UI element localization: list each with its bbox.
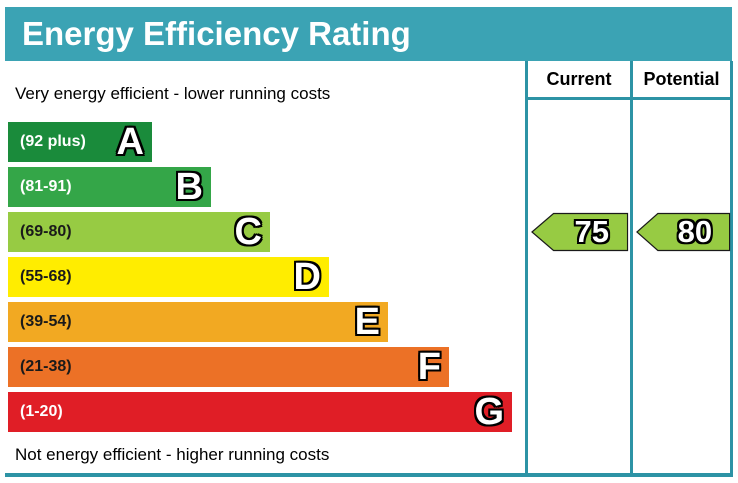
band-c-letter: C [234, 211, 262, 253]
bottom-border [5, 473, 733, 477]
potential-rating-arrow: 80 [636, 212, 731, 252]
band-d: (55-68) D [8, 257, 329, 297]
header-underline [525, 97, 733, 100]
band-e-range-label: (39-54) [20, 313, 72, 330]
left-arrow-icon [531, 212, 629, 252]
band-d-range-label: (55-68) [20, 268, 72, 285]
band-a-range-label: (92 plus) [20, 133, 86, 150]
band-d-letter: D [293, 256, 321, 298]
band-a: (92 plus) A [8, 122, 152, 162]
caption-not-efficient: Not energy efficient - higher running co… [15, 445, 330, 464]
chart-title-bar: Energy Efficiency Rating [5, 7, 732, 61]
band-a-letter: A [116, 121, 144, 163]
current-arrow-shape [531, 212, 629, 252]
band-g-letter: G [474, 391, 504, 433]
band-e-letter: E [354, 301, 380, 343]
band-b: (81-91) B [8, 167, 211, 207]
band-f-letter: F [417, 346, 441, 388]
table-border-right [730, 61, 733, 477]
band-c: (69-80) C [8, 212, 270, 252]
table-divider-middle [630, 61, 633, 477]
band-f-range-label: (21-38) [20, 358, 72, 375]
chart-title: Energy Efficiency Rating [22, 15, 411, 52]
left-arrow-icon [636, 212, 731, 252]
band-e: (39-54) E [8, 302, 388, 342]
band-b-range-label: (81-91) [20, 178, 72, 195]
band-b-letter: B [175, 166, 203, 208]
current-column-header: Current [546, 69, 612, 89]
band-g: (1-20) G [8, 392, 512, 432]
table-divider-left [525, 61, 528, 477]
band-g-range-label: (1-20) [20, 403, 63, 420]
potential-arrow-shape [636, 212, 731, 252]
current-rating-value: 75 [574, 214, 609, 249]
current-rating-arrow: 75 [531, 212, 629, 252]
potential-rating-value: 80 [677, 214, 713, 249]
potential-column-header: Potential [643, 69, 720, 89]
band-c-range-label: (69-80) [20, 223, 72, 240]
band-f: (21-38) F [8, 347, 449, 387]
caption-very-efficient: Very energy efficient - lower running co… [15, 84, 331, 103]
